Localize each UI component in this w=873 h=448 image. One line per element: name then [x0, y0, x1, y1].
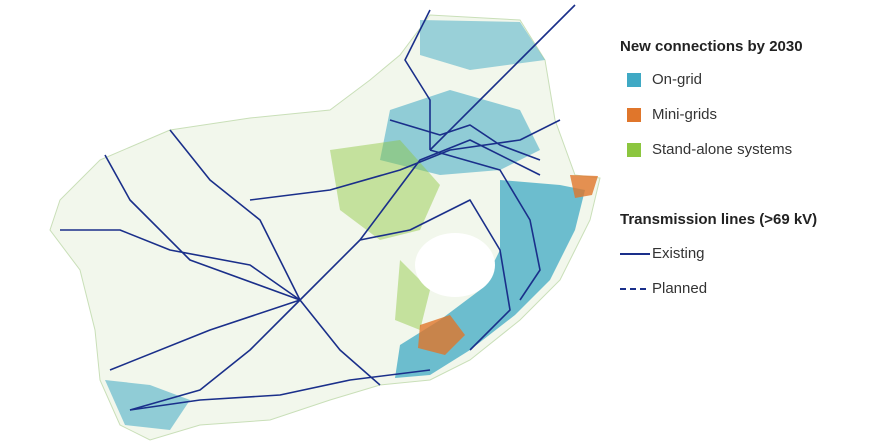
line [404, 9, 431, 150]
legend-label: Existing [652, 245, 705, 262]
legend-items: Existing Planned [620, 245, 707, 297]
legend-swatch [627, 143, 641, 157]
line [359, 199, 511, 351]
line [104, 139, 541, 301]
legend-label: On-grid [652, 71, 702, 88]
map [49, 4, 601, 441]
legend-label: Mini-grids [652, 106, 717, 123]
standalone-area [395, 260, 430, 330]
legend-title: Transmission lines (>69 kV) [620, 211, 817, 228]
mini-grid-area [570, 175, 598, 198]
lesotho [415, 233, 495, 297]
legend-title: New connections by 2030 [620, 38, 803, 55]
legend-items: On-grid Mini-grids Stand-alone systems [627, 71, 792, 158]
legend-swatch [627, 108, 641, 122]
line [109, 299, 301, 371]
line [129, 369, 431, 411]
line [169, 129, 301, 301]
legend-label: Stand-alone systems [652, 141, 792, 158]
mini-grid-area [418, 315, 465, 355]
legend-label: Planned [652, 280, 707, 297]
line [429, 149, 541, 301]
line [429, 4, 576, 151]
line [299, 299, 381, 386]
transmission-lines [60, 4, 576, 411]
on-grid-area [380, 90, 540, 175]
line [60, 229, 301, 301]
on-grid-area [420, 20, 545, 70]
legend: New connections by 2030 On-grid Mini-grid… [620, 38, 817, 297]
line [129, 299, 301, 411]
line [249, 119, 561, 201]
legend-swatch [627, 73, 641, 87]
line [389, 119, 541, 161]
